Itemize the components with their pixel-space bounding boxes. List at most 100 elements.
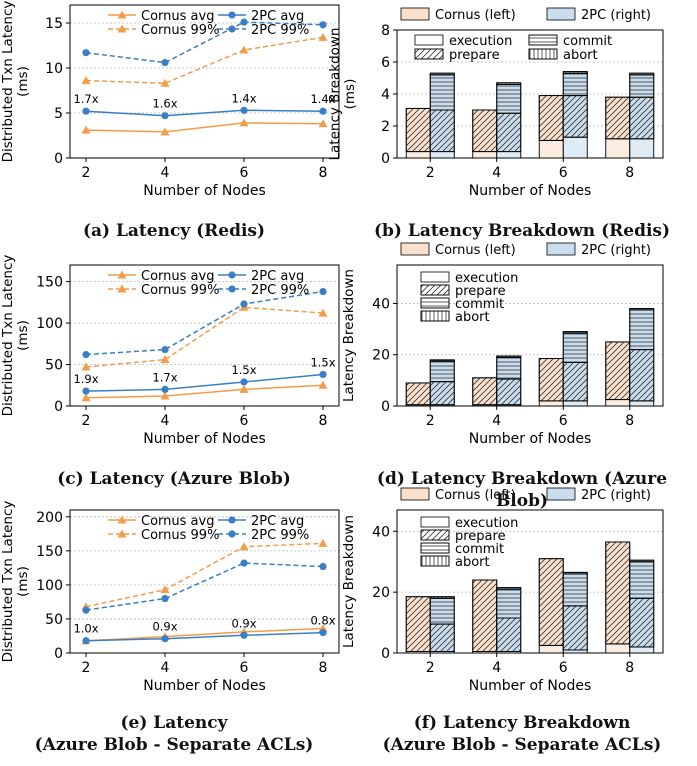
d-legend-cornus: Cornus (left) [435,243,516,258]
c-ylabel: Distributed Txn Latency [0,255,16,417]
e-series-line-2pc-99 [85,562,324,611]
f-bar-cornus-execution [538,644,564,654]
a-point-2pc-99 [240,18,248,26]
b-legend-commit-hatch [528,34,558,46]
c-legend-cornus-99: Cornus 99% [141,283,219,298]
chart-f: 0 20 40 Latency Breakdown Number of Nodes 2 4 6… [341,487,664,694]
f-bar-twopc-execution [629,646,655,654]
b-ytick-label: 4 [381,87,390,103]
b-legend-cornus: Cornus (left) [435,8,516,23]
b-legend-abort: abort [563,48,598,63]
d-bar-twopc-execution [562,400,588,407]
caption-e: (e) Latency (Azure Blob - Separate ACLs) [34,713,314,755]
b-bar-twopc-prepare-hatch [629,96,655,140]
e-ytick-label: 0 [54,646,63,662]
c-point-2pc-avg [319,370,327,379]
f-bar-twopc-prepare-hatch [562,605,588,651]
a-speedup-label: 1.7x [73,92,98,106]
b-bar-twopc-prepare-hatch [429,109,455,153]
e-point-2pc-avg [161,635,169,643]
d-bar-twopc-abort-hatch [429,359,455,362]
c-point-2pc-99 [319,287,327,296]
b-bar-twopc-abort-hatch [429,72,455,76]
e-xtick-label: 6 [240,660,249,676]
a-speedup-label: 1.6x [152,97,177,111]
e-series-line-cornus-avg [85,627,324,642]
c-speedup-label: 1.9x [73,372,98,386]
c-point-2pc-avg [161,385,169,394]
d-bar-twopc-prepare-hatch [562,361,588,402]
e-xtick-label: 4 [161,660,170,676]
chart-c: 0 50 100 150 Distributed Txn Latency (ms) Numb… [0,255,340,447]
d-legend-twopc-swatch [546,242,576,256]
d-bar-twopc-abort-hatch [562,331,588,334]
d-legend-abort: abort [455,310,490,325]
b-bar-twopc-commit-hatch [429,74,455,111]
c-point-2pc-99 [161,346,169,354]
d-ytick-label: 0 [381,399,390,415]
d-bar-twopc-prepare-hatch [429,381,455,406]
b-ytick-label: 8 [381,23,390,39]
f-bar-twopc-commit-hatch [429,597,455,625]
c-legend-2pc-99: 2PC 99% [251,283,309,298]
b-ylabel: (ms) [342,79,358,110]
a-speedup-label: 1.4x [231,91,256,105]
e-point-2pc-99 [161,594,169,603]
e-point-2pc-avg [319,628,327,637]
f-bar-twopc-commit-hatch [496,588,522,619]
e-legend-2pc-99: 2PC 99% [251,528,309,543]
a-point-cornus-99 [318,32,328,41]
b-bar-cornus-execution [405,151,431,159]
d-bar-cornus-prepare-hatch [605,341,631,401]
d-legend-twopc: 2PC (right) [581,243,651,258]
b-legend-prepare-hatch [414,48,444,60]
b-bar-cornus-execution [605,138,631,159]
c-legend-marker-cornus-avg [117,270,127,279]
a-legend-marker-cornus-avg [117,10,127,19]
d-ytick-label: 20 [372,348,390,364]
e-speedup-label: 0.8x [310,614,335,628]
e-point-2pc-99 [82,606,90,614]
b-legend-abort-hatch [528,48,558,60]
e-speedup-label: 0.9x [152,620,177,634]
e-ytick-label: 50 [45,612,63,628]
b-xtick-label: 8 [625,165,634,181]
c-speedup-label: 1.7x [152,370,177,384]
f-ytick-label: 40 [372,524,390,540]
f-bar-cornus-prepare-hatch [405,596,431,652]
d-xtick-label: 6 [559,413,568,429]
d-bar-cornus-prepare-hatch [405,382,431,406]
b-legend-execution-swatch [414,34,444,46]
f-bar-twopc-commit-hatch [629,561,655,599]
c-speedup-label: 1.5x [310,355,335,369]
f-bar-cornus-execution [605,643,631,654]
chart-d: 0 20 40 Latency Breakdown Number of Nodes 2 4 6… [341,242,664,447]
a-point-2pc-avg [161,112,169,120]
a-point-2pc-avg [82,107,90,115]
b-bar-twopc-execution [562,136,588,159]
b-xtick-label: 2 [426,165,435,181]
d-bar-cornus-execution [605,399,631,407]
a-legend-marker-2pc-avg [228,11,236,19]
d-bar-cornus-prepare-hatch [472,377,498,406]
f-bar-twopc-prepare-hatch [496,617,522,652]
caption-c: (c) Latency (Azure Blob) [57,469,291,489]
c-series-line-cornus-avg [85,384,324,399]
b-ylabel: Latency Breakdown [327,28,343,161]
a-xtick-label: 8 [319,165,328,181]
e-point-cornus-99 [318,538,328,547]
a-ytick-label: 10 [45,61,63,77]
e-series-line-2pc-avg [85,631,324,642]
f-legend-commit: commit [455,542,504,557]
c-point-cornus-99 [81,362,91,371]
c-ytick-label: 100 [36,316,63,332]
a-point-2pc-99 [82,49,90,57]
b-bar-twopc-prepare-hatch [496,112,522,153]
f-legend-cornus: Cornus (left) [435,488,516,503]
a-point-cornus-99 [239,45,249,54]
b-bar-cornus-execution [472,151,498,159]
f-ylabel: Latency Breakdown [341,515,357,648]
f-legend-twopc-swatch [546,487,576,501]
d-xlabel: Number of Nodes [469,431,591,447]
